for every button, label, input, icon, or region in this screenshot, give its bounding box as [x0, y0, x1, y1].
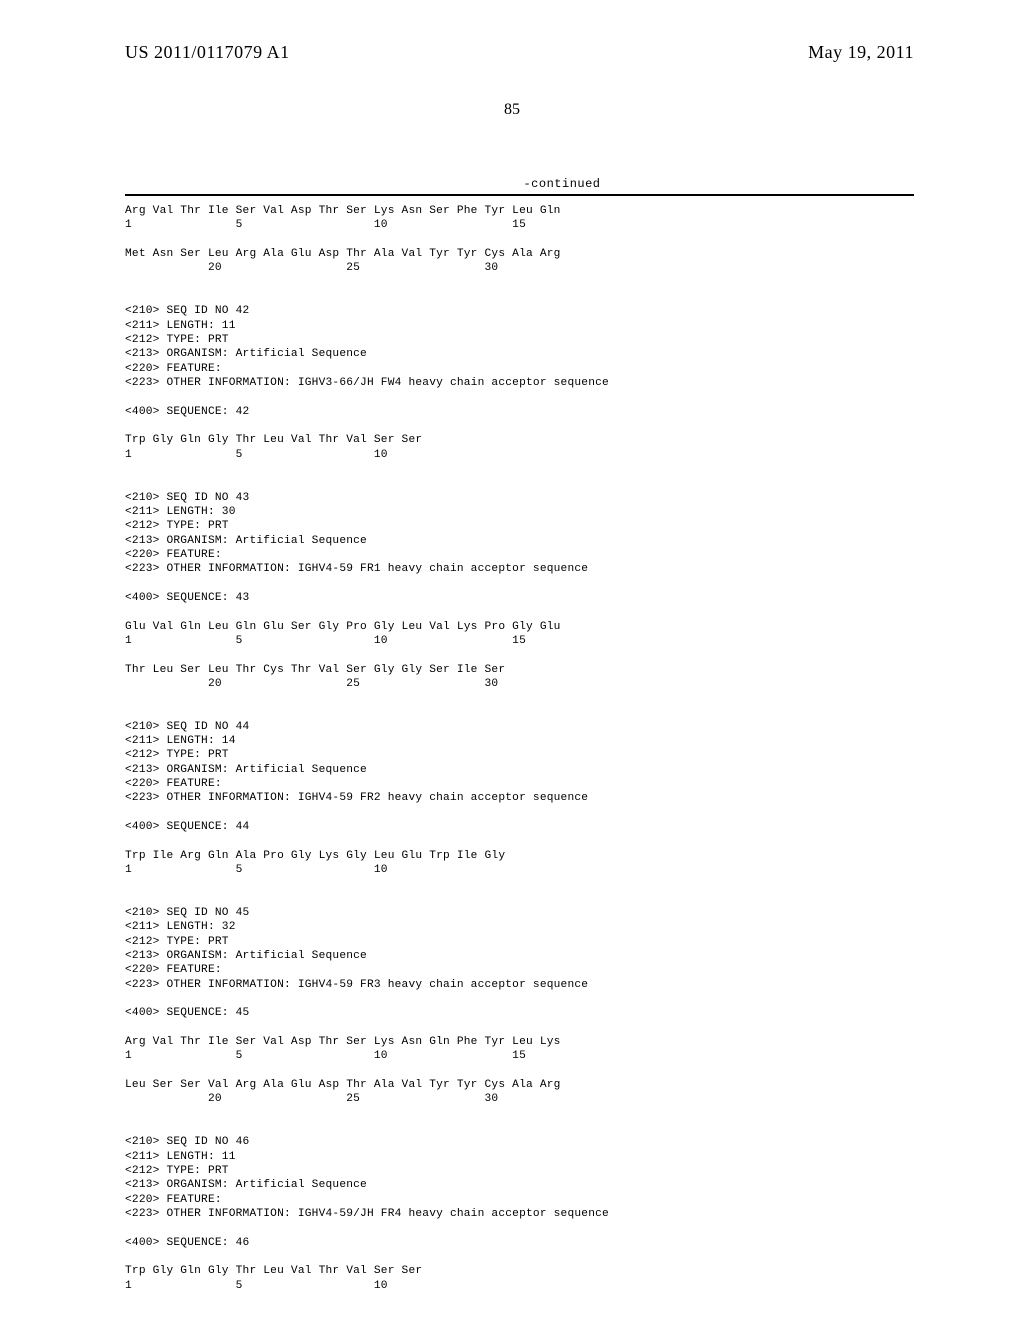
page-number: 85 — [0, 101, 1024, 119]
sequence-listing: Arg Val Thr Ile Ser Val Asp Thr Ser Lys … — [125, 204, 914, 1293]
continued-label: -continued — [100, 177, 1024, 191]
page-header: US 2011/0117079 A1 May 19, 2011 — [0, 0, 1024, 63]
horizontal-rule — [125, 194, 914, 196]
publication-number: US 2011/0117079 A1 — [125, 42, 290, 63]
publication-date: May 19, 2011 — [808, 42, 914, 63]
